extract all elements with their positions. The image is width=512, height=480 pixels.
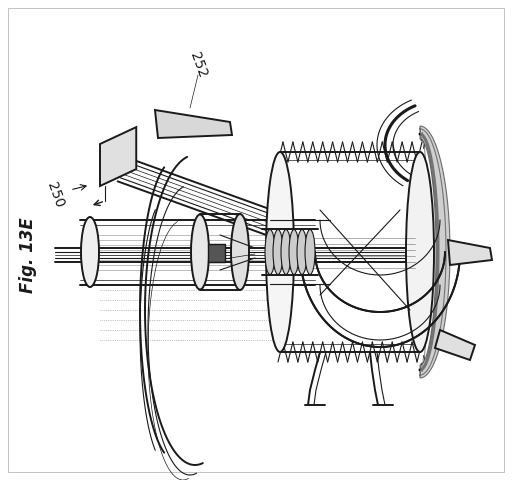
- Ellipse shape: [305, 229, 315, 275]
- Ellipse shape: [406, 152, 434, 352]
- Polygon shape: [420, 126, 450, 378]
- Ellipse shape: [231, 214, 249, 290]
- Ellipse shape: [289, 229, 299, 275]
- Text: 252: 252: [187, 50, 209, 80]
- Ellipse shape: [273, 229, 283, 275]
- Ellipse shape: [281, 229, 291, 275]
- Text: Fig. 13E: Fig. 13E: [19, 217, 37, 293]
- Polygon shape: [435, 330, 475, 360]
- Ellipse shape: [191, 215, 209, 289]
- Ellipse shape: [265, 229, 275, 275]
- Text: 250: 250: [44, 180, 66, 210]
- Polygon shape: [208, 244, 225, 262]
- Polygon shape: [155, 110, 232, 138]
- Polygon shape: [448, 240, 492, 265]
- Ellipse shape: [81, 217, 99, 287]
- Ellipse shape: [266, 152, 294, 352]
- Polygon shape: [100, 127, 136, 186]
- Ellipse shape: [297, 229, 307, 275]
